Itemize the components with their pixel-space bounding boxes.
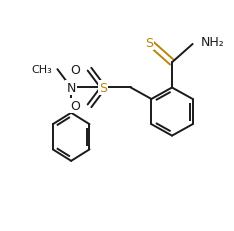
Text: N: N — [66, 82, 76, 94]
Text: CH₃: CH₃ — [31, 65, 52, 75]
Text: S: S — [99, 82, 107, 94]
Text: O: O — [70, 63, 80, 76]
Text: S: S — [145, 37, 153, 50]
Text: O: O — [70, 100, 80, 113]
Text: NH₂: NH₂ — [201, 36, 224, 49]
